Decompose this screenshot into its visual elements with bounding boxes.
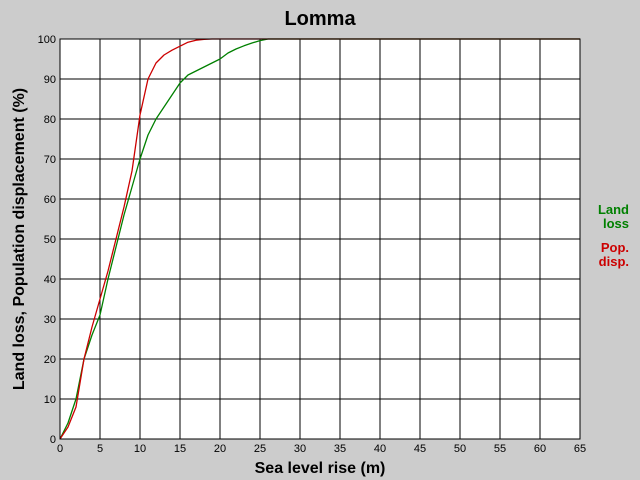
x-tick-label: 30 <box>294 443 306 455</box>
x-tick-label: 60 <box>534 443 546 455</box>
x-tick-label: 45 <box>414 443 426 455</box>
chart-title: Lomma <box>284 8 356 30</box>
legend-entry-pop-disp: disp. <box>599 254 629 269</box>
y-tick-label: 0 <box>50 434 56 446</box>
y-tick-label: 30 <box>44 314 56 326</box>
series-layer <box>59 38 580 440</box>
y-tick-label: 40 <box>44 274 56 286</box>
legend-entry-land-loss: Land <box>598 202 629 217</box>
x-axis-label: Sea level rise (m) <box>255 460 386 477</box>
series-line-pop-disp <box>59 38 580 440</box>
plot-frame <box>59 38 581 440</box>
y-tick-label: 60 <box>44 194 56 206</box>
y-tick-label: 20 <box>44 354 56 366</box>
y-tick-label: 90 <box>44 74 56 86</box>
x-tick-label: 25 <box>254 443 266 455</box>
y-tick-label: 10 <box>44 394 56 406</box>
x-tick-label: 35 <box>334 443 346 455</box>
x-tick-label: 15 <box>174 443 186 455</box>
x-tick-label: 10 <box>134 443 146 455</box>
x-tick-label: 20 <box>214 443 226 455</box>
x-tick-label: 55 <box>494 443 506 455</box>
series-line-land-loss <box>59 38 580 440</box>
tick-labels: 0 5 10 15 20 25 30 35 40 45 50 55 60 65 0 10 20 30 40 50 60 7… <box>38 34 586 455</box>
legend-entry-pop-disp: Pop. <box>601 240 629 255</box>
x-tick-label: 65 <box>574 443 586 455</box>
x-tick-label: 50 <box>454 443 466 455</box>
y-tick-label: 50 <box>44 234 56 246</box>
legend-entry-land-loss: loss <box>603 216 629 231</box>
x-tick-label: 5 <box>97 443 103 455</box>
x-tick-label: 40 <box>374 443 386 455</box>
x-tick-label: 0 <box>57 443 63 455</box>
y-tick-label: 70 <box>44 154 56 166</box>
y-tick-label: 80 <box>44 114 56 126</box>
y-axis-label: Land loss, Population displacement (%) <box>11 88 28 390</box>
y-tick-label: 100 <box>38 34 56 46</box>
